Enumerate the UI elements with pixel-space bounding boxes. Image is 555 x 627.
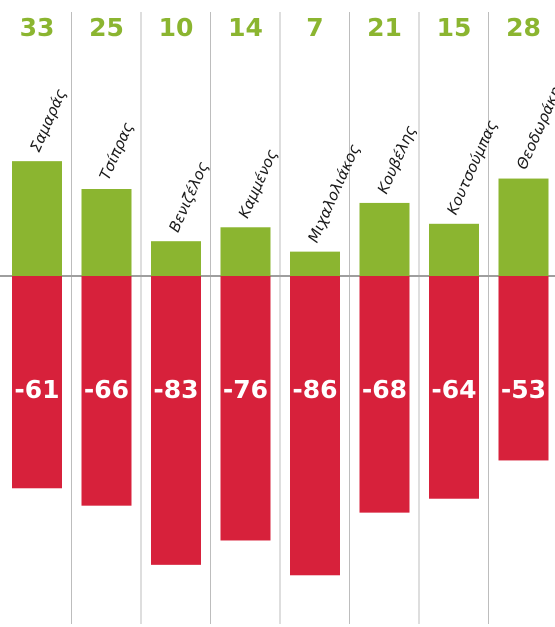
category-label: Μιχαλολιάκος: [304, 141, 363, 245]
positive-bar: [220, 227, 271, 276]
positive-bar: [498, 178, 549, 276]
positive-bar: [12, 161, 62, 276]
positive-bar: [359, 202, 410, 276]
negative-value-label: -53: [501, 375, 546, 404]
negative-value-label: -61: [14, 375, 59, 404]
positive-value-label: 7: [306, 13, 323, 42]
positive-bar: [429, 223, 479, 276]
positive-value-label: 33: [20, 13, 55, 42]
negative-bar: [220, 276, 271, 541]
positive-value-label: 10: [159, 13, 194, 42]
category-label: Τσίπρας: [96, 119, 137, 182]
positive-bar: [151, 241, 201, 276]
negative-value-label: -76: [223, 375, 268, 404]
negative-bar: [359, 276, 410, 513]
negative-bar: [429, 276, 479, 499]
positive-bar: [290, 251, 340, 276]
gridlines: [0, 12, 555, 624]
positive-value-label: 25: [89, 13, 124, 42]
positive-value-label: 21: [367, 13, 402, 42]
positive-value-label: 28: [506, 13, 541, 42]
negative-value-label: -64: [431, 375, 476, 404]
bars: [12, 161, 549, 576]
negative-bar: [12, 276, 62, 489]
negative-value-label: -83: [153, 375, 198, 404]
category-label: Σαμαράς: [26, 86, 70, 155]
category-label: Καμμένος: [235, 146, 281, 220]
negative-bar: [151, 276, 201, 565]
category-label: Βενιζέλος: [165, 159, 212, 235]
negative-bar: [290, 276, 340, 576]
negative-value-label: -68: [362, 375, 407, 404]
labels: 33 -61 Σαμαράς 25 -66 Τσίπρας 10 -83 Βενιζέλος 14…: [14, 13, 555, 404]
positive-value-label: 14: [228, 13, 263, 42]
negative-bar: [498, 276, 549, 461]
category-label: Κουβέλης: [374, 123, 420, 197]
negative-value-label: -66: [84, 375, 129, 404]
positive-value-label: 15: [437, 13, 472, 42]
negative-value-label: -86: [292, 375, 337, 404]
positive-bar: [81, 189, 132, 276]
negative-bar: [81, 276, 132, 506]
category-label: Θεοδωράκης: [513, 76, 555, 172]
category-label: Κουτσούμπας: [443, 117, 501, 217]
